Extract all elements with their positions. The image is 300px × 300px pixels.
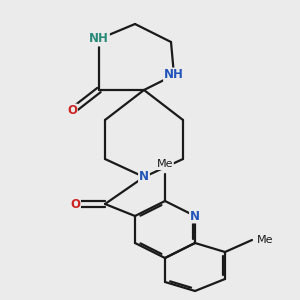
Text: Me: Me: [157, 160, 173, 170]
Text: O: O: [67, 104, 77, 118]
Text: O: O: [70, 197, 80, 211]
Text: NH: NH: [89, 32, 109, 46]
Text: N: N: [190, 209, 200, 223]
Text: NH: NH: [164, 68, 184, 82]
Text: Me: Me: [256, 235, 273, 245]
Text: N: N: [139, 170, 149, 184]
